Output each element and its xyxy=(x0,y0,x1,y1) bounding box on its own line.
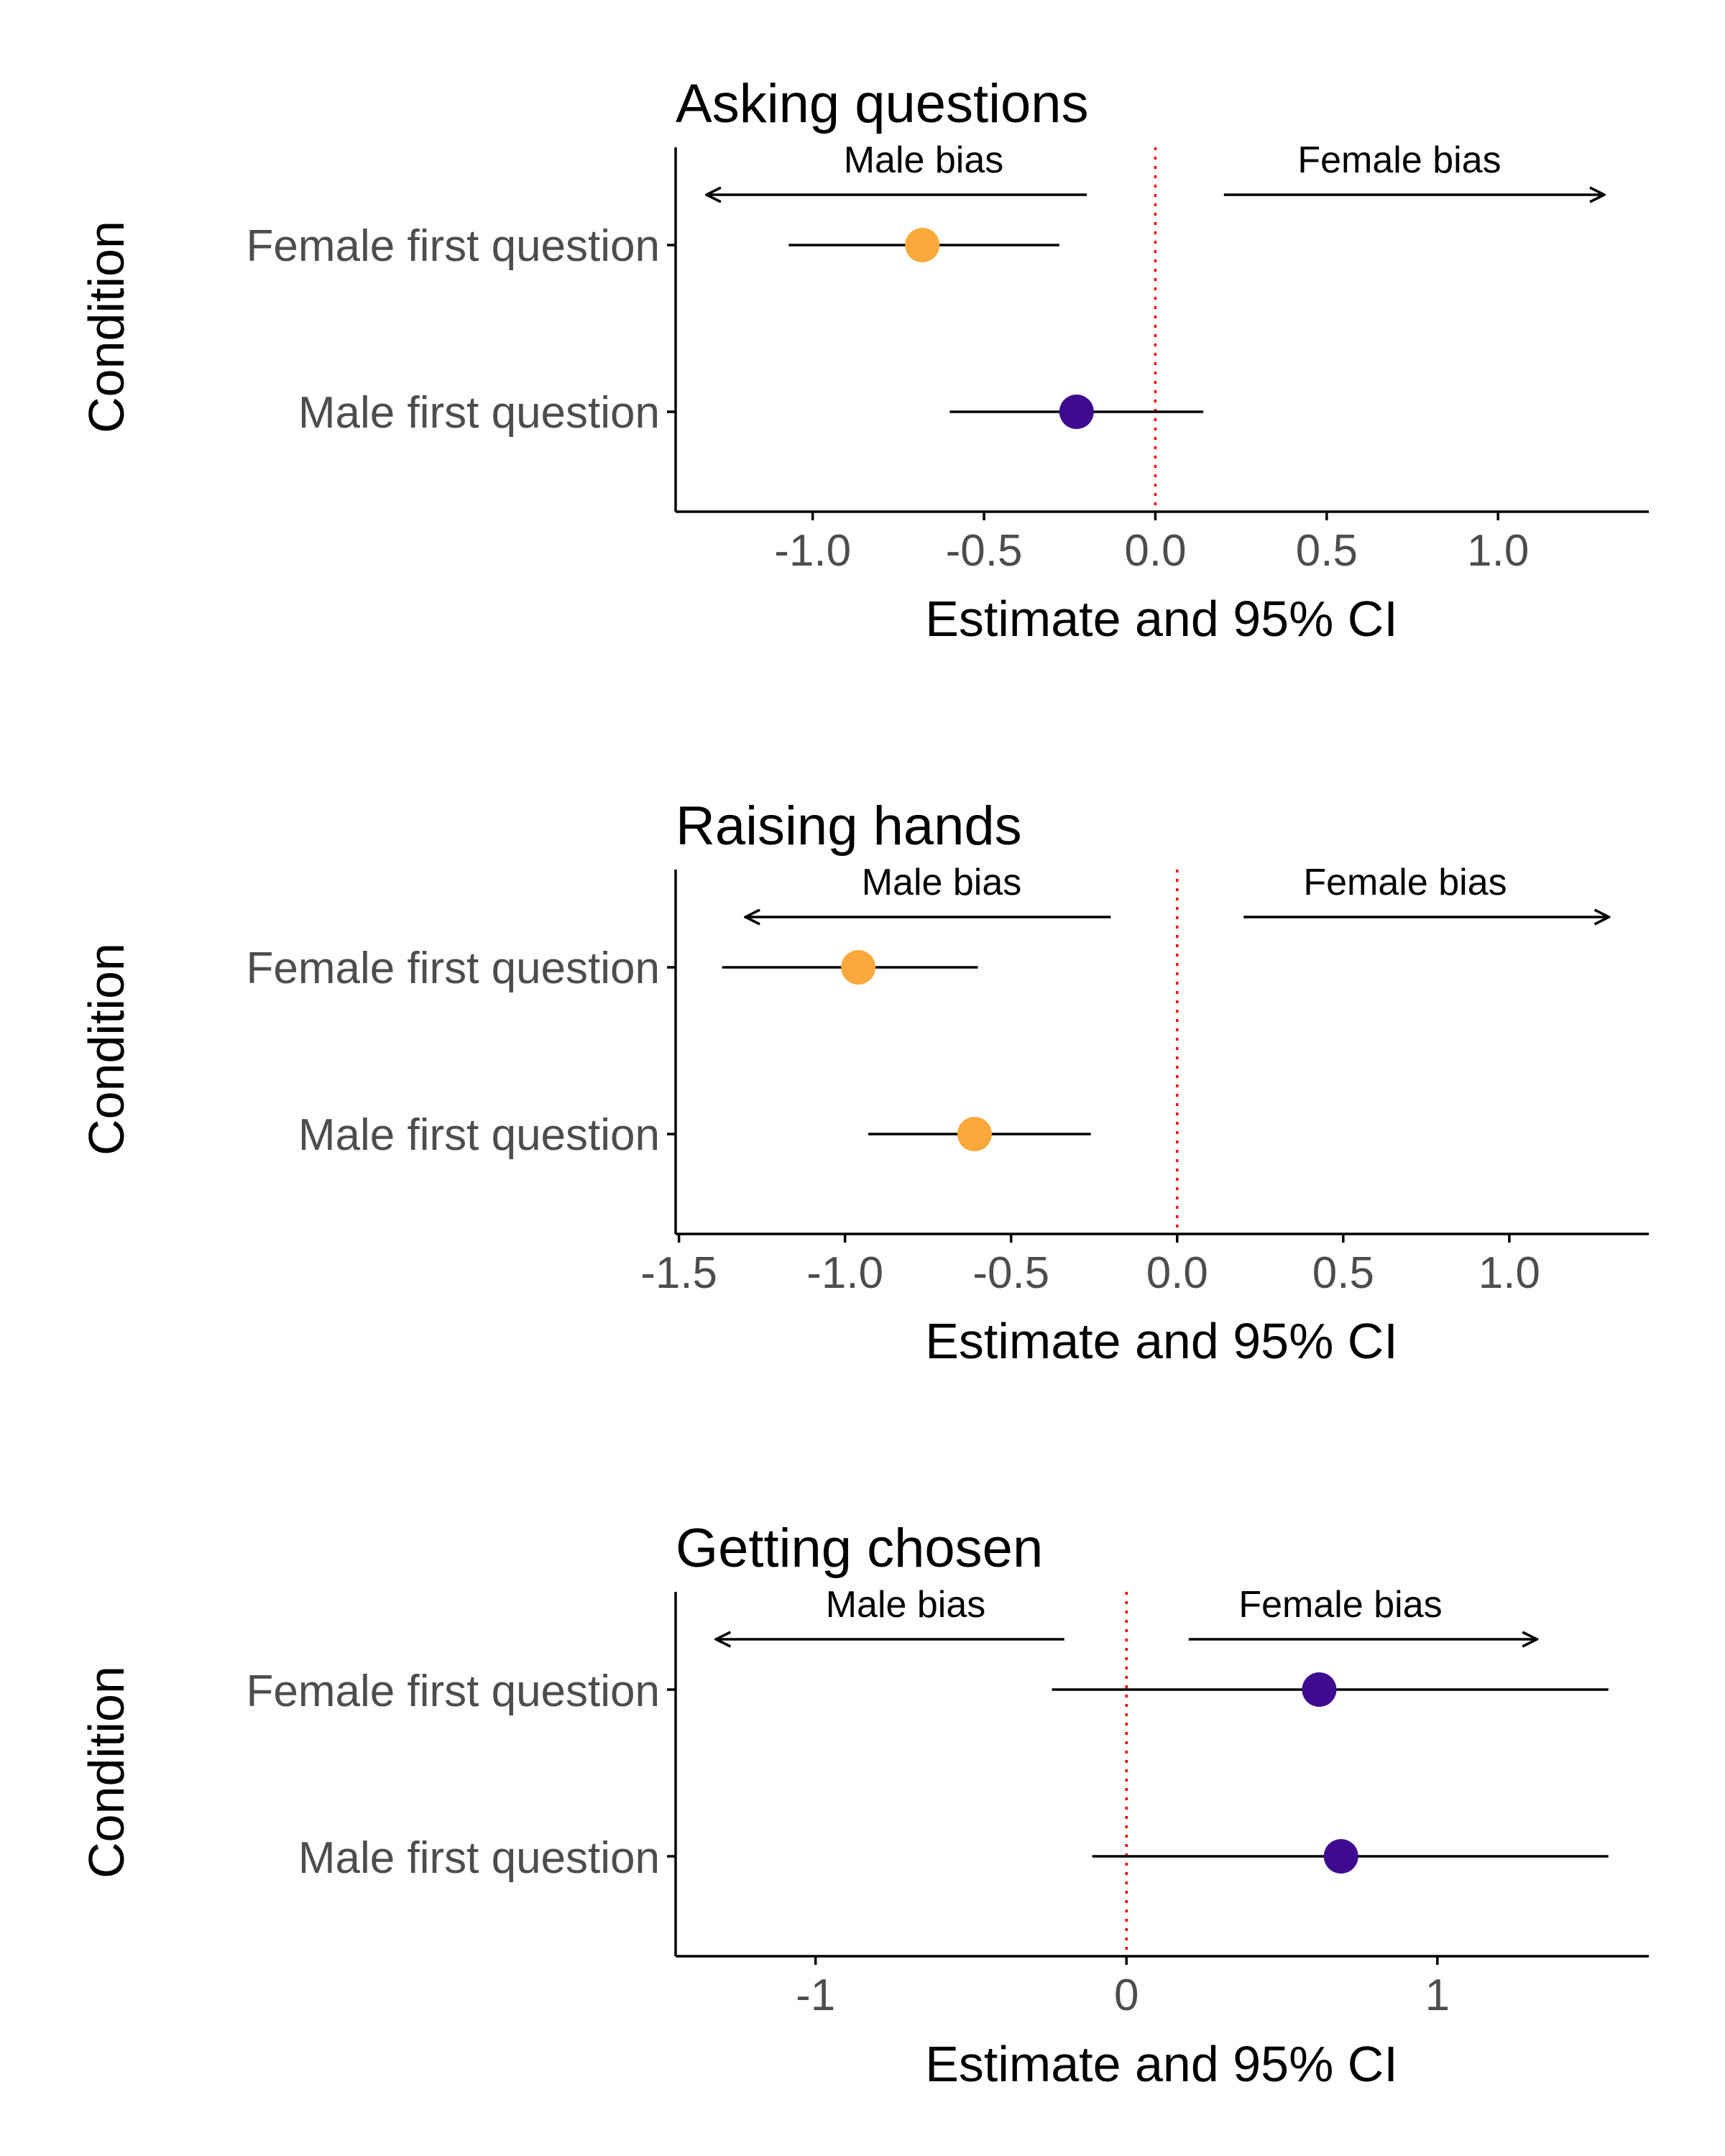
estimate-point xyxy=(905,228,940,262)
x-tick-label: -0.5 xyxy=(946,526,1023,576)
y-tick-label: Female first question xyxy=(247,1667,660,1716)
male-bias-label: Male bias xyxy=(844,139,1004,181)
female-bias-label: Female bias xyxy=(1297,139,1501,181)
estimate-point xyxy=(1323,1839,1358,1874)
male-bias-label: Male bias xyxy=(862,862,1022,903)
x-tick-label: 1.0 xyxy=(1467,526,1529,576)
y-axis-title: Condition xyxy=(78,221,134,433)
estimate-point xyxy=(1302,1672,1337,1707)
x-tick-label: -1.5 xyxy=(640,1248,717,1298)
plot-marks: -1.0 -0.5 0.0 0.5 1.0 xyxy=(667,147,1649,576)
x-tick-label: 0.0 xyxy=(1124,526,1186,576)
x-tick-label: -1 xyxy=(796,1971,835,2020)
x-tick-label: -1.0 xyxy=(806,1248,883,1298)
y-tick-label: Female first question xyxy=(247,944,660,993)
y-tick-label: Female first question xyxy=(247,221,660,271)
y-axis-title: Condition xyxy=(78,943,134,1156)
y-axis-title: Condition xyxy=(78,1666,134,1879)
panel-title: Getting chosen xyxy=(676,1518,1043,1579)
x-axis-title: Estimate and 95% CI xyxy=(925,591,1398,647)
y-tick-label: Male first question xyxy=(298,1833,660,1883)
y-tick-label: Male first question xyxy=(298,1110,660,1160)
x-tick-label: -0.5 xyxy=(972,1248,1049,1298)
y-tick-label: Male first question xyxy=(298,388,660,438)
x-axis-title: Estimate and 95% CI xyxy=(925,1313,1398,1369)
panel-getting-chosen: Getting chosen Condition Estimate and 95… xyxy=(78,1518,1443,2092)
plot-marks: -1.5 -1.0 -0.5 0.0 0.5 1.0 xyxy=(640,870,1649,1298)
panel-title: Asking questions xyxy=(676,73,1089,134)
x-tick-label: 0.0 xyxy=(1146,1248,1208,1298)
panel-asking-questions: Asking questions Condition Estimate and … xyxy=(78,73,1501,647)
panel-raising-hands: Raising hands Condition Estimate and 95%… xyxy=(78,796,1507,1369)
x-tick-label: 0.5 xyxy=(1312,1248,1374,1298)
plot-marks: -1 0 1 xyxy=(667,1592,1649,2020)
x-tick-label: 1 xyxy=(1425,1971,1450,2020)
x-axis-title: Estimate and 95% CI xyxy=(925,2036,1398,2092)
estimate-point xyxy=(957,1117,992,1151)
male-bias-label: Male bias xyxy=(826,1584,986,1626)
estimate-point xyxy=(1059,395,1094,429)
panel-title: Raising hands xyxy=(676,796,1022,857)
estimate-point xyxy=(841,950,876,985)
female-bias-label: Female bias xyxy=(1238,1584,1442,1626)
x-tick-label: 1.0 xyxy=(1478,1248,1540,1298)
x-tick-label: -1.0 xyxy=(774,526,851,576)
female-bias-label: Female bias xyxy=(1303,862,1506,903)
x-tick-label: 0.5 xyxy=(1296,526,1358,576)
x-tick-label: 0 xyxy=(1114,1971,1138,2020)
